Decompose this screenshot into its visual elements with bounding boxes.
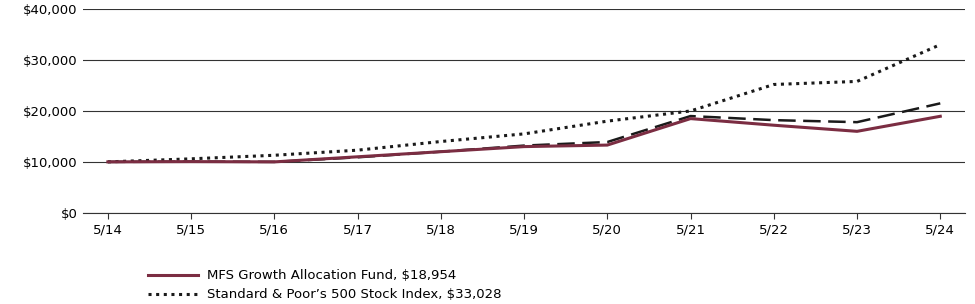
Legend: MFS Growth Allocation Fund, $18,954, Standard & Poor’s 500 Stock Index, $33,028,: MFS Growth Allocation Fund, $18,954, Sta… [142,264,562,304]
